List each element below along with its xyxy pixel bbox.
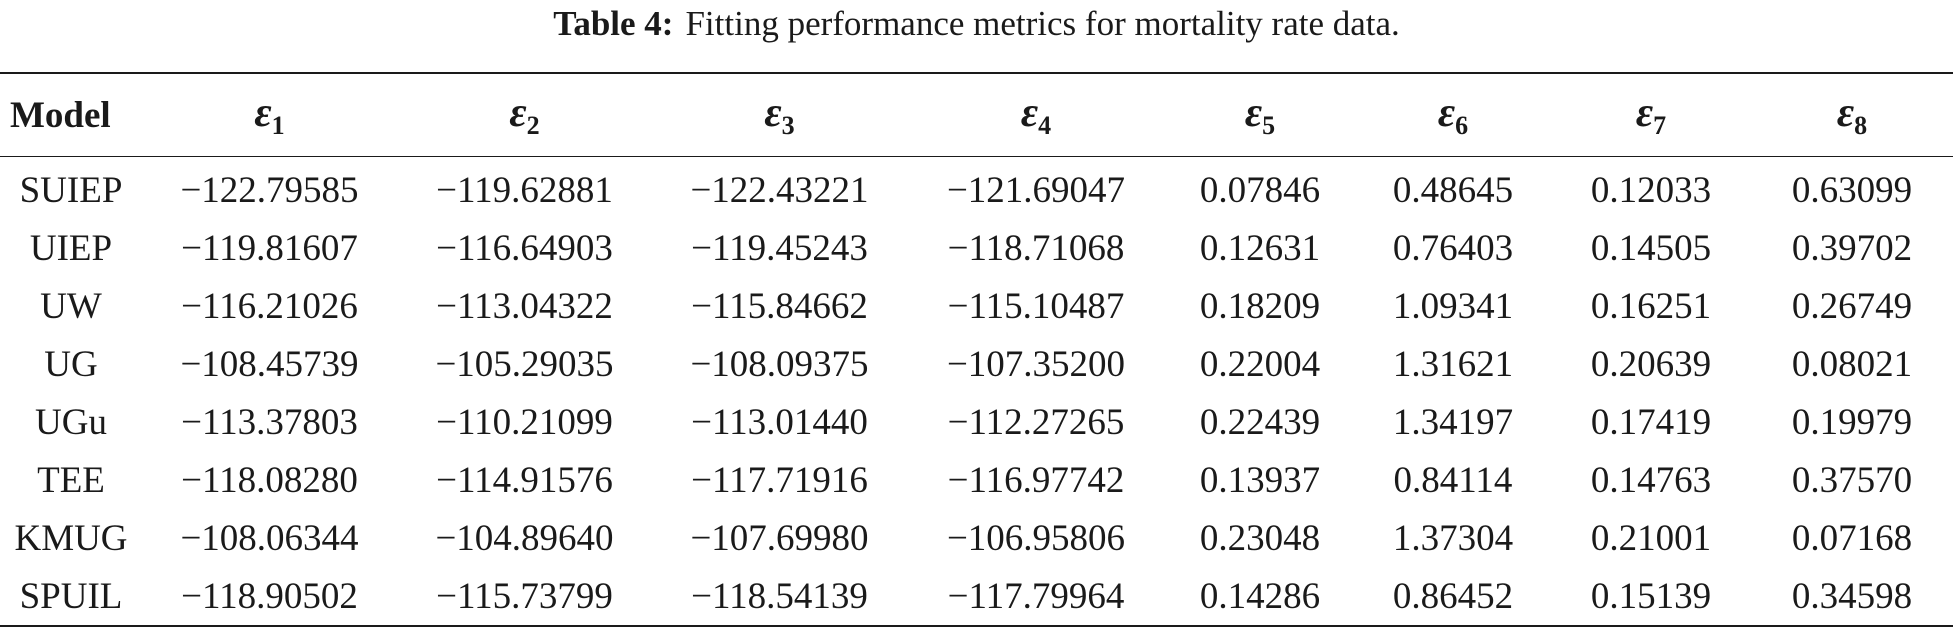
metric-cell: 0.20639 (1590, 343, 1712, 385)
metric-cell: −114.91576 (436, 459, 613, 501)
metric-column-header: ε6 (1437, 90, 1469, 140)
table-row: UW −116.21026 −113.04322 −115.84662 −115… (0, 277, 1953, 335)
metric-cell: −119.45243 (691, 227, 868, 269)
metric-cell: 0.76403 (1392, 227, 1514, 269)
metric-cell: −107.69980 (690, 517, 869, 559)
metric-cell: −115.84662 (691, 285, 868, 327)
metric-cell: −119.81607 (181, 227, 358, 269)
metric-column-header: ε1 (254, 90, 285, 140)
metric-cell: −112.27265 (947, 401, 1125, 443)
metric-cell: −113.37803 (181, 401, 358, 443)
metric-cell: −122.43221 (690, 169, 869, 211)
metric-cell: 1.09341 (1392, 285, 1514, 327)
metric-cell: −108.09375 (690, 343, 869, 385)
metrics-table-container: Model ε1 ε2 ε3 ε4 ε5 ε6 ε7 ε8 SUIEP −122… (0, 72, 1953, 627)
metric-cell: 0.23048 (1199, 517, 1321, 559)
table-row: UG −108.45739 −105.29035 −108.09375 −107… (0, 335, 1953, 393)
metric-cell: 0.26749 (1791, 285, 1913, 327)
metric-column-header: ε5 (1244, 90, 1276, 140)
metric-cell: 0.34598 (1791, 575, 1913, 617)
metric-cell: −116.64903 (436, 227, 613, 269)
metric-cell: 0.63099 (1791, 169, 1913, 211)
metric-cell: 0.07168 (1791, 517, 1913, 559)
metric-cell: −118.90502 (181, 575, 358, 617)
metric-cell: −115.10487 (947, 285, 1125, 327)
metric-cell: 0.21001 (1590, 517, 1712, 559)
metric-cell: 1.37304 (1392, 517, 1514, 559)
model-name-cell: SPUIL (19, 575, 123, 617)
metric-column-header: ε2 (509, 90, 540, 140)
model-name-cell: UG (44, 343, 98, 385)
metric-cell: 0.48645 (1392, 169, 1514, 211)
metric-cell: −116.21026 (181, 285, 358, 327)
metric-cell: −118.08280 (181, 459, 358, 501)
metric-cell: 0.07846 (1199, 169, 1321, 211)
metric-cell: −122.79585 (180, 169, 359, 211)
model-column-header: Model (10, 94, 111, 136)
metric-cell: −119.62881 (436, 169, 613, 211)
metric-cell: 0.18209 (1199, 285, 1321, 327)
model-name-cell: UW (40, 285, 102, 327)
table-row: UGu −113.37803 −110.21099 −113.01440 −11… (0, 393, 1953, 451)
metric-cell: −118.54139 (691, 575, 868, 617)
metric-cell: 0.15139 (1590, 575, 1712, 617)
table-row: UIEP −119.81607 −116.64903 −119.45243 −1… (0, 219, 1953, 277)
model-name-cell: UIEP (29, 227, 113, 269)
metric-cell: −115.73799 (436, 575, 613, 617)
metric-cell: −113.01440 (691, 401, 868, 443)
model-name-cell: TEE (37, 459, 105, 501)
metric-cell: 0.17419 (1590, 401, 1712, 443)
model-name-cell: SUIEP (19, 169, 123, 211)
model-name-cell: UGu (35, 401, 107, 443)
metric-cell: 0.37570 (1791, 459, 1913, 501)
metric-cell: 0.86452 (1392, 575, 1514, 617)
metric-cell: −110.21099 (436, 401, 613, 443)
metric-cell: −113.04322 (436, 285, 613, 327)
table-header-row: Model ε1 ε2 ε3 ε4 ε5 ε6 ε7 ε8 (0, 73, 1953, 157)
metric-column-header: ε4 (1020, 90, 1052, 140)
metrics-table: Model ε1 ε2 ε3 ε4 ε5 ε6 ε7 ε8 SUIEP −122… (0, 72, 1953, 627)
metric-cell: 0.14286 (1199, 575, 1321, 617)
metric-cell: −108.45739 (180, 343, 359, 385)
metric-cell: 0.22004 (1199, 343, 1321, 385)
metric-cell: 0.12033 (1590, 169, 1712, 211)
table-row: SUIEP −122.79585 −119.62881 −122.43221 −… (0, 157, 1953, 220)
metric-cell: 1.31621 (1392, 343, 1514, 385)
table-caption: Table 4: Fitting performance metrics for … (0, 0, 1953, 58)
table-caption-label: Table 4: (553, 4, 674, 43)
metric-column-header: ε7 (1635, 90, 1667, 140)
metric-cell: −105.29035 (435, 343, 614, 385)
metric-column-header: ε3 (764, 90, 795, 140)
metric-cell: −107.35200 (946, 343, 1126, 385)
metric-cell: −104.89640 (435, 517, 614, 559)
metric-cell: 0.08021 (1791, 343, 1913, 385)
metric-column-header: ε8 (1836, 90, 1868, 140)
metric-cell: 0.19979 (1791, 401, 1913, 443)
metric-cell: −117.79964 (947, 575, 1125, 617)
metric-cell: −121.69047 (946, 169, 1126, 211)
metric-cell: −118.71068 (947, 227, 1125, 269)
metric-cell: 0.14505 (1590, 227, 1712, 269)
metric-cell: 0.84114 (1393, 459, 1513, 501)
metric-cell: 0.39702 (1791, 227, 1913, 269)
table-row: TEE −118.08280 −114.91576 −117.71916 −11… (0, 451, 1953, 509)
table-row: SPUIL −118.90502 −115.73799 −118.54139 −… (0, 567, 1953, 626)
metric-cell: 1.34197 (1392, 401, 1514, 443)
metric-cell: −116.97742 (947, 459, 1125, 501)
metric-cell: −108.06344 (180, 517, 359, 559)
metric-cell: −117.71916 (691, 459, 868, 501)
metric-cell: 0.13937 (1199, 459, 1321, 501)
metric-cell: 0.22439 (1199, 401, 1321, 443)
metric-cell: 0.12631 (1199, 227, 1321, 269)
table-row: KMUG −108.06344 −104.89640 −107.69980 −1… (0, 509, 1953, 567)
table-caption-text: Fitting performance metrics for mortalit… (685, 4, 1400, 43)
metric-cell: −106.95806 (946, 517, 1126, 559)
metric-cell: 0.16251 (1590, 285, 1712, 327)
model-name-cell: KMUG (14, 517, 128, 559)
metric-cell: 0.14763 (1590, 459, 1712, 501)
